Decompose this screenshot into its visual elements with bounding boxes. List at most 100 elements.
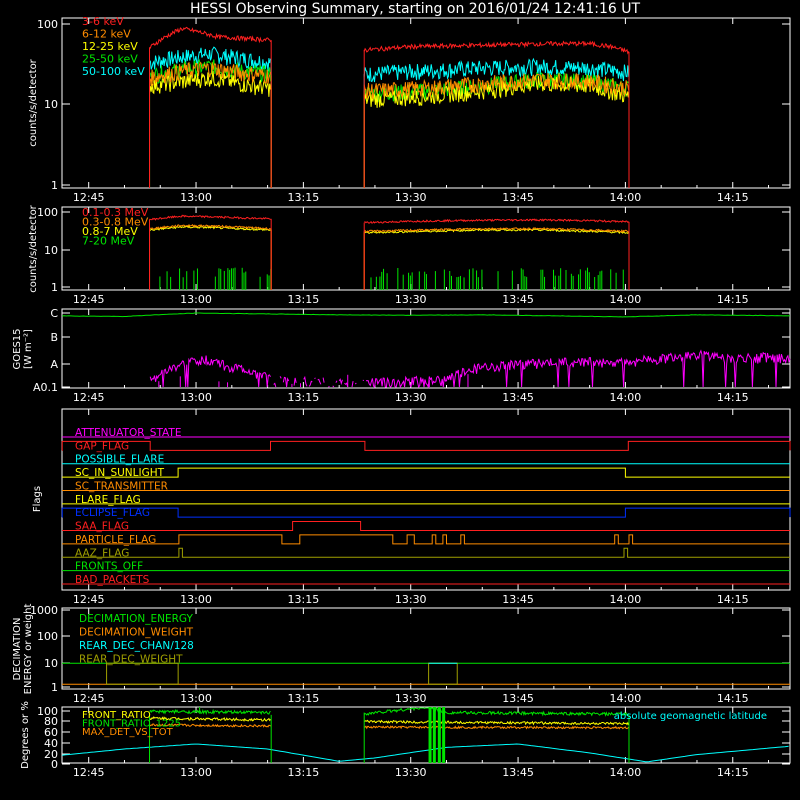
panel-frame: [61, 607, 791, 690]
flag-fronts-off-label: FRONTS_OFF: [75, 561, 143, 573]
x-tick-label: 14:00: [610, 293, 642, 306]
flag-aaz-flag-trace: [62, 547, 790, 558]
y-tick-label: 40: [44, 737, 58, 750]
x-tick-label: 14:15: [717, 692, 749, 705]
y-tick-label: 100: [37, 206, 58, 219]
flag-aaz-flag-label: AAZ_FLAG: [75, 547, 129, 559]
legend-entry: 12-25 keV: [82, 40, 138, 53]
front-ratio-spike: [432, 707, 436, 763]
series-front-ratio-1225: [363, 707, 630, 717]
legend-entry: REAR_DEC_CHAN/128: [79, 640, 194, 652]
x-tick-label: 13:15: [288, 293, 320, 306]
flag-gap-flag-label: GAP_FLAG: [75, 440, 129, 452]
y-tick-label: 10: [44, 98, 58, 111]
legend-entry: 6-12 keV: [82, 28, 131, 41]
x-tick-label: 13:15: [288, 191, 320, 204]
x-tick-label: 13:45: [502, 593, 534, 606]
series-3-6-kev: [363, 40, 630, 55]
front-ratio-spike: [437, 707, 441, 763]
flag-possible-flare-label: POSSIBLE_FLARE: [75, 454, 164, 466]
legend-entry: 25-50 keV: [82, 53, 138, 66]
x-tick-label: 13:15: [288, 692, 320, 705]
legend-entry: DECIMATION_ENERGY: [79, 613, 193, 625]
x-tick-label: 13:30: [395, 293, 427, 306]
flag-particle-flag-trace: [62, 534, 790, 545]
front-ratio-spike: [442, 707, 446, 763]
x-tick-label: 14:00: [610, 766, 642, 779]
y-axis-label: counts/s/detector: [28, 58, 39, 146]
series-max-det-vs-tot: [363, 725, 629, 730]
y-tick-label: 1: [51, 681, 58, 694]
x-tick-label: 14:15: [717, 191, 749, 204]
flag-saa-flag-trace: [62, 521, 790, 532]
x-tick-label: 12:45: [73, 593, 105, 606]
y-tick-label: 1: [51, 179, 58, 192]
legend-entry: MAX_DET_VS_TOT: [82, 727, 174, 738]
panel-flags: 12:45 13:00 13:15 13:30 13:45 14:00 14:15 Flags…: [32, 408, 791, 606]
series-50-100-kev: [363, 57, 630, 83]
x-tick-label: 13:30: [395, 191, 427, 204]
series-12-25-kev: [149, 70, 272, 97]
series-6-12-kev: [363, 73, 630, 100]
x-tick-label: 13:30: [395, 593, 427, 606]
panel-hi_energy: 12:45 13:00 13:15 13:30 13:45 14:00 14:1510010…: [28, 204, 791, 306]
series-0-3-0-8-mev: [149, 223, 271, 231]
x-tick-label: 14:15: [717, 293, 749, 306]
y-axis-label-2: [W m⁻²]: [23, 329, 34, 369]
x-tick-label: 13:00: [180, 692, 212, 705]
y-tick-label: 10: [44, 657, 58, 670]
goes-short-channel: [149, 349, 791, 389]
series-max-det-vs-tot: [149, 723, 271, 728]
x-tick-label: 13:45: [502, 293, 534, 306]
panel-frame: [61, 17, 791, 189]
series-front-ratio: [149, 716, 271, 722]
flag-sc-transmitter-label: SC_TRANSMITTER: [75, 480, 168, 492]
series-0-3-0-8-mev: [363, 226, 629, 233]
y-axis-label: DECIMATION: [12, 617, 23, 680]
x-tick-label: 14:00: [610, 391, 642, 404]
panel-decimation: 12:45 13:00 13:15 13:30 13:45 14:00 14:15 1000 1…: [12, 604, 791, 705]
y-tick-label: A0.1: [33, 381, 58, 394]
y-tick-label: 100: [37, 18, 58, 31]
series-6-12-kev: [149, 61, 272, 87]
flag-gap-flag-trace: [61, 440, 791, 451]
y-axis-label: Degrees or %: [20, 701, 31, 769]
x-tick-label: 13:45: [502, 692, 534, 705]
y-tick-label: 80: [44, 715, 58, 728]
x-tick-label: 12:45: [73, 692, 105, 705]
y-tick-label: 10: [44, 244, 58, 257]
x-tick-label: 14:00: [610, 692, 642, 705]
front-ratio-spike: [428, 707, 432, 763]
goes-long-channel: [62, 312, 791, 318]
flag-flare-flag-label: FLARE_FLAG: [75, 494, 141, 506]
x-tick-label: 14:15: [717, 593, 749, 606]
flag-saa-flag-label: SAA_FLAG: [75, 521, 129, 533]
panel-goes: 12:45 13:00 13:15 13:30 13:45 14:00 14:15 CB A A0…: [12, 307, 791, 404]
y-tick-label: 60: [44, 726, 58, 739]
chart-title: HESSI Observing Summary, starting on 201…: [190, 1, 641, 17]
x-tick-label: 13:30: [395, 391, 427, 404]
panel-ratios: 12:45 13:00 13:15 13:30 13:45 14:00 14:15 10080…: [20, 701, 791, 779]
x-tick-label: 13:30: [395, 766, 427, 779]
x-tick-label: 14:15: [717, 391, 749, 404]
legend-entry: 50-100 keV: [82, 65, 145, 78]
legend-entry: FRONT_RATIO: [82, 710, 151, 721]
flag-attenuator-state-label: ATTENUATOR_STATE: [75, 427, 181, 439]
x-tick-label: 13:45: [502, 766, 534, 779]
flag-eclipse-flag-trace: [61, 507, 791, 518]
legend-entry: 3-6 keV: [82, 15, 124, 28]
x-tick-label: 12:45: [73, 191, 105, 204]
y-axis-label: GOES15: [12, 328, 23, 369]
series-50-100-kev: [149, 46, 272, 72]
x-tick-label: 13:00: [180, 293, 212, 306]
x-tick-label: 13:45: [502, 391, 534, 404]
legend-entry: DECIMATION_WEIGHT: [79, 627, 194, 639]
legend-entry-latitude: absolute geomagnetic latitude: [614, 711, 767, 722]
series-front-ratio-1225: [149, 708, 271, 716]
series-0-1-0-3-mev: [149, 214, 271, 221]
x-tick-label: 13:30: [395, 692, 427, 705]
x-tick-label: 14:00: [610, 593, 642, 606]
legend-entry: 7-20 MeV: [82, 235, 135, 248]
series-3-6-kev: [149, 26, 272, 49]
y-axis-label: Flags: [32, 486, 43, 512]
